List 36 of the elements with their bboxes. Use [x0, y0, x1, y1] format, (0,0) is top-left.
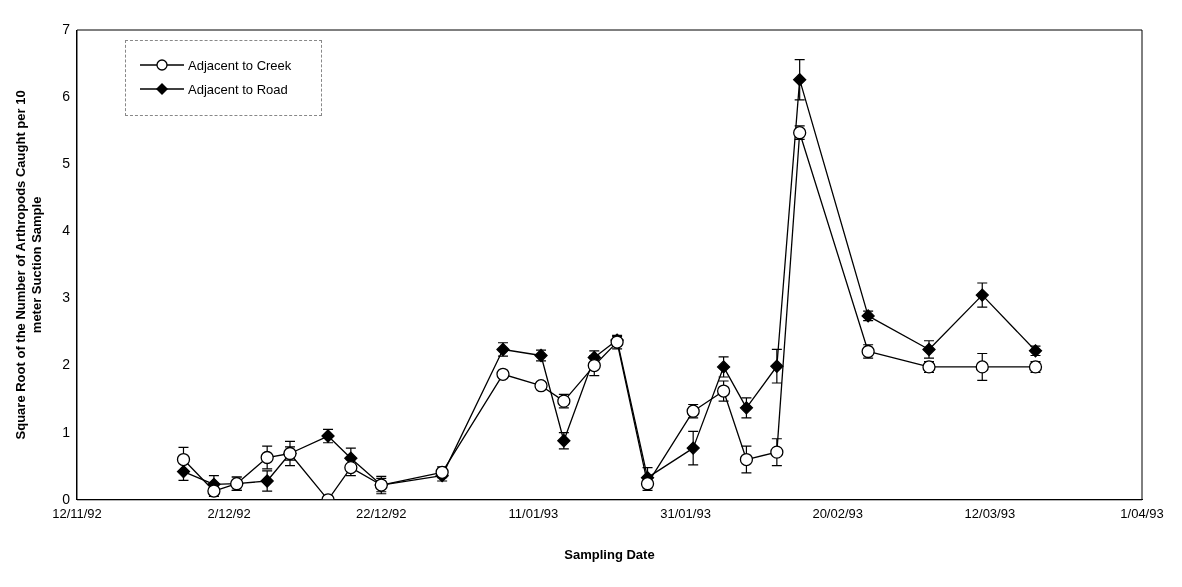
point: [587, 358, 601, 373]
legend-label: Adjacent to Creek: [187, 57, 292, 73]
y-tick-label: 3: [62, 289, 71, 306]
point: [716, 384, 731, 398]
point: [975, 288, 989, 302]
y-tick-label: 5: [62, 155, 71, 172]
x-tick-label: 22/12/92: [355, 506, 407, 522]
x-tick-label: 12/11/92: [52, 506, 102, 522]
point: [534, 379, 548, 393]
y-tick-label: 4: [62, 222, 71, 239]
x-axis-title: Sampling Date: [564, 546, 655, 562]
legend-label: Adjacent to Road: [187, 81, 288, 97]
point: [716, 360, 731, 374]
y-tick-label: 7: [62, 20, 71, 37]
point: [739, 452, 754, 467]
point: [496, 367, 510, 381]
point: [770, 359, 784, 373]
x-tick-label: 31/01/93: [660, 506, 711, 522]
x-tick-label: 11/01/93: [508, 506, 559, 522]
point: [975, 360, 989, 374]
y-tick-label: 6: [62, 87, 71, 104]
y-axis-title: Square Root of the Number of Arthropods Caught per 10 meter Suction Sample: [13, 90, 44, 440]
y-tick-label: 2: [62, 356, 71, 373]
point: [793, 73, 807, 87]
y-tick-label: 0: [62, 490, 71, 507]
x-tick-label: 2/12/92: [207, 506, 251, 522]
x-tick-label: 20/02/93: [812, 506, 864, 522]
point: [260, 474, 274, 488]
y-tick-label: 1: [62, 423, 71, 440]
point: [260, 450, 274, 465]
point: [739, 401, 754, 415]
point: [686, 441, 700, 455]
x-tick-label: 1/04/93: [1120, 506, 1164, 522]
x-tick-label: 12/03/93: [964, 506, 1016, 522]
point: [770, 445, 784, 459]
point: [176, 452, 191, 467]
